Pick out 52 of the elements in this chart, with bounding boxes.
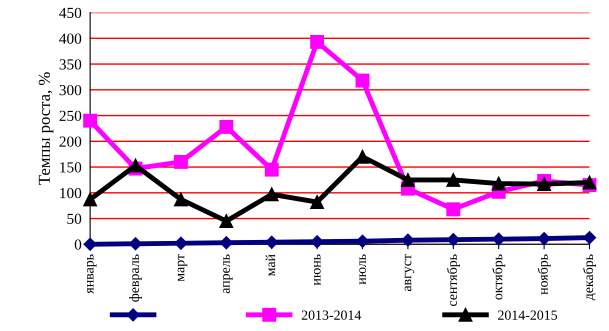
point: [356, 150, 370, 164]
point: [174, 192, 188, 206]
x-tick-label: апрель: [223, 254, 233, 294]
point: [537, 177, 552, 191]
y-axis-title: Темпы роста, %: [38, 72, 54, 185]
point: [356, 74, 370, 88]
point: [538, 232, 551, 246]
x-tick-label: февраль: [129, 254, 142, 302]
y-tick-label: 250: [60, 110, 82, 122]
point: [446, 202, 460, 216]
x-tick-label: август: [404, 254, 414, 292]
point: [492, 232, 506, 246]
point: [264, 162, 279, 177]
x-tick-label: май: [266, 254, 276, 276]
x-tick-label: октябрь: [492, 254, 506, 300]
point: [265, 236, 278, 249]
x-tick-label: сентябрь: [446, 254, 460, 306]
point: [83, 192, 98, 206]
point: [220, 236, 233, 250]
y-tick-label: 50: [67, 214, 82, 224]
x-tick-label: ноябрь: [538, 254, 551, 295]
point: [582, 230, 596, 244]
point: [446, 233, 460, 246]
point: [174, 154, 188, 169]
point: [400, 172, 415, 187]
point: [446, 172, 460, 187]
point: [582, 176, 596, 190]
y-tick-label: 100: [60, 188, 82, 198]
y-tick-label: 350: [60, 59, 82, 70]
legend-label: 2013-2014: [302, 310, 362, 320]
x-tick-label: июль: [359, 254, 366, 284]
y-tick-label: 450: [59, 8, 82, 18]
y-tick-label: 0: [74, 239, 82, 250]
point: [84, 238, 97, 251]
x-tick-label: июнь: [314, 254, 321, 286]
point: [219, 120, 234, 134]
point: [128, 158, 142, 172]
point: [83, 114, 98, 128]
x-tick-label: март: [178, 254, 188, 282]
y-tick-label: 300: [60, 84, 82, 96]
point: [492, 176, 506, 190]
point: [310, 235, 324, 248]
y-tick-label: 400: [59, 33, 82, 44]
point: [310, 34, 324, 49]
y-tick-label: 200: [60, 136, 82, 147]
point: [219, 214, 234, 228]
x-tick-label: декабрь: [583, 254, 596, 300]
point: [264, 187, 279, 202]
x-tick-label: январь: [86, 254, 96, 294]
legend-label: 2014-2015: [498, 310, 558, 320]
point: [310, 195, 324, 209]
y-tick-label: 150: [60, 162, 82, 172]
